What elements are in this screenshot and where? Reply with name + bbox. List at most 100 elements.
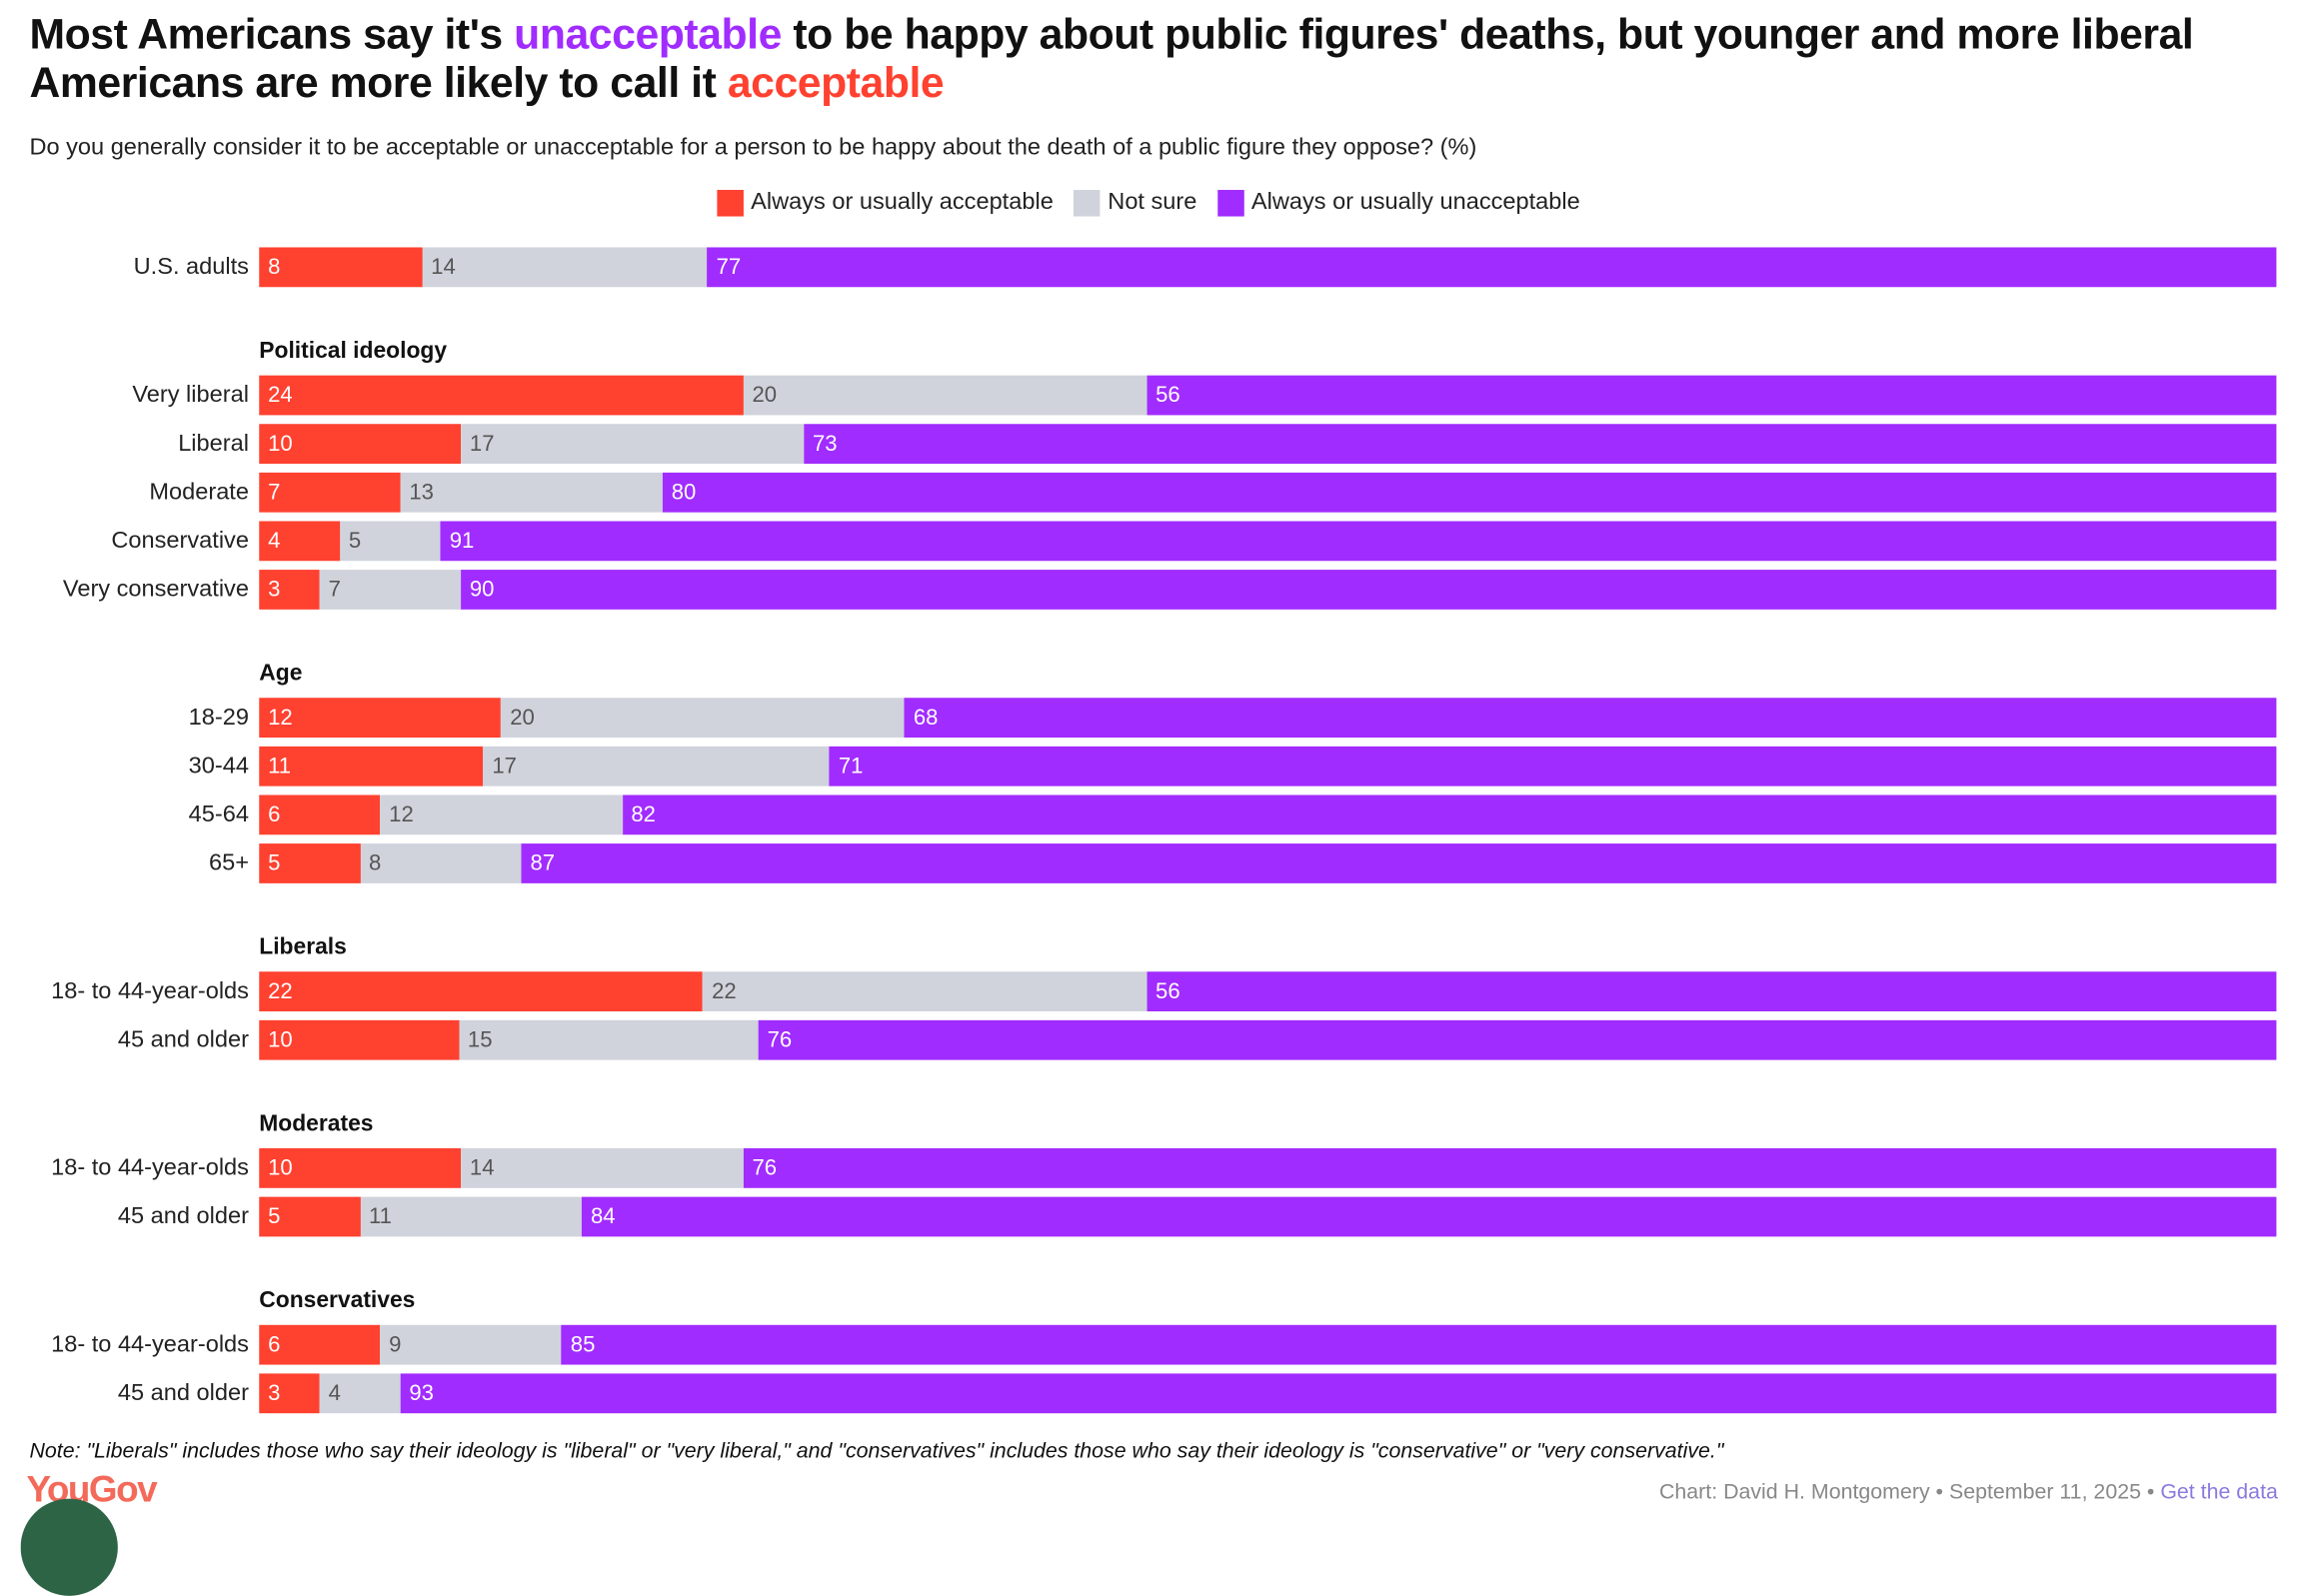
bar-segment-acceptable: 10 — [259, 424, 462, 465]
stacked-bar: 10 14 76 — [259, 1148, 2277, 1188]
bar-row: Conservative 4 5 91 — [0, 521, 2297, 562]
data-label: 14 — [469, 1155, 495, 1181]
data-label: 82 — [631, 801, 656, 827]
row-label: 45 and older — [117, 1380, 249, 1406]
get-the-data-link[interactable]: Get the data — [2160, 1480, 2278, 1505]
bar-segment-unacceptable: 77 — [707, 247, 2277, 288]
bar-segment-unacceptable: 85 — [561, 1324, 2277, 1365]
data-label: 87 — [530, 850, 556, 876]
stacked-bar: 24 20 56 — [259, 375, 2277, 416]
bar-segment-unacceptable: 93 — [400, 1373, 2277, 1414]
bar-segment-not-sure: 20 — [743, 375, 1148, 416]
bar-row: U.S. adults 8 14 77 — [0, 247, 2297, 288]
title-highlight-acceptable: acceptable — [727, 60, 945, 108]
data-label: 73 — [812, 431, 838, 457]
bar-segment-unacceptable: 56 — [1147, 375, 2277, 416]
legend-item-not-sure: Not sure — [1074, 190, 1196, 217]
row-label: 65+ — [208, 849, 249, 875]
data-label: 22 — [712, 978, 737, 1004]
data-label: 56 — [1155, 383, 1180, 409]
data-label: 11 — [369, 1203, 392, 1230]
data-label: 80 — [671, 480, 697, 506]
bar-segment-not-sure: 8 — [360, 843, 522, 883]
row-label: Conservative — [111, 528, 249, 554]
stacked-bar: 3 4 93 — [259, 1373, 2277, 1414]
bar-segment-not-sure: 22 — [703, 971, 1148, 1012]
bar-segment-not-sure: 4 — [319, 1373, 401, 1414]
stacked-bar-chart: U.S. adults 8 14 77 Political ideology Very l… — [0, 247, 2297, 1422]
legend-label: Always or usually acceptable — [751, 190, 1054, 216]
bar-segment-not-sure: 15 — [459, 1019, 759, 1060]
stacked-bar: 3 7 90 — [259, 570, 2277, 610]
chart-subtitle: Do you generally consider it to be accep… — [29, 135, 1477, 161]
bar-segment-not-sure: 17 — [483, 746, 831, 787]
data-label: 4 — [268, 528, 281, 554]
group-header: Age — [259, 661, 303, 687]
bar-segment-unacceptable: 84 — [582, 1196, 2277, 1237]
bar-segment-not-sure: 14 — [461, 1148, 744, 1188]
data-label: 5 — [268, 1203, 281, 1230]
row-label: 45-64 — [188, 801, 249, 827]
floating-action-button[interactable] — [20, 1498, 118, 1596]
bar-segment-acceptable: 4 — [259, 521, 340, 562]
bar-segment-acceptable: 10 — [259, 1019, 460, 1060]
stacked-bar: 5 11 84 — [259, 1196, 2277, 1237]
bar-segment-unacceptable: 91 — [440, 521, 2277, 562]
bar-segment-acceptable: 11 — [259, 746, 484, 787]
row-label: 30-44 — [188, 753, 249, 779]
data-label: 5 — [348, 528, 362, 554]
bar-segment-not-sure: 13 — [400, 472, 663, 513]
bar-segment-unacceptable: 56 — [1147, 971, 2277, 1012]
bar-group: Liberals 18- to 44-year-olds 22 22 56 45 and … — [0, 934, 2297, 1060]
data-label: 71 — [838, 754, 864, 780]
bar-group: Moderates 18- to 44-year-olds 10 14 76 45 and… — [0, 1111, 2297, 1237]
bar-segment-not-sure: 7 — [319, 570, 462, 610]
title-text: Most Americans say it's — [29, 11, 515, 59]
bar-segment-unacceptable: 90 — [461, 570, 2277, 610]
stacked-bar: 22 22 56 — [259, 971, 2277, 1012]
data-label: 68 — [913, 705, 939, 731]
bar-segment-acceptable: 6 — [259, 1324, 381, 1365]
chart-page: Most Americans say it's unacceptable to … — [0, 11, 2297, 1596]
data-label: 22 — [268, 978, 293, 1004]
bar-group: U.S. adults 8 14 77 — [0, 247, 2297, 288]
data-label: 5 — [268, 850, 281, 876]
row-label: 18- to 44-year-olds — [51, 977, 249, 1003]
bar-row: 45 and older 5 11 84 — [0, 1196, 2297, 1237]
bar-row: 45 and older 10 15 76 — [0, 1019, 2297, 1060]
data-label: 17 — [469, 431, 495, 457]
row-label: Very conservative — [62, 576, 249, 602]
chart-credit: Chart: David H. Montgomery • September 1… — [1659, 1481, 2278, 1505]
bar-row: 45 and older 3 4 93 — [0, 1373, 2297, 1414]
data-label: 14 — [431, 254, 456, 280]
bar-row: Very conservative 3 7 90 — [0, 570, 2297, 610]
group-header: Political ideology — [259, 338, 448, 364]
legend-label: Always or usually unacceptable — [1250, 190, 1580, 216]
stacked-bar: 10 15 76 — [259, 1019, 2277, 1060]
bar-segment-not-sure: 9 — [380, 1324, 562, 1365]
bar-row: 30-44 11 17 71 — [0, 746, 2297, 787]
row-label: 18- to 44-year-olds — [51, 1331, 249, 1357]
data-label: 20 — [510, 705, 535, 731]
row-label: 18- to 44-year-olds — [51, 1154, 249, 1180]
data-label: 11 — [268, 754, 292, 780]
stacked-bar: 11 17 71 — [259, 746, 2277, 787]
bar-segment-not-sure: 17 — [461, 424, 805, 465]
data-label: 3 — [268, 577, 281, 603]
stacked-bar: 12 20 68 — [259, 698, 2277, 739]
data-label: 13 — [409, 480, 434, 506]
data-label: 85 — [570, 1332, 596, 1358]
legend: Always or usually acceptable Not sure Al… — [0, 190, 2297, 217]
bar-segment-acceptable: 7 — [259, 472, 401, 513]
data-label: 6 — [268, 1332, 281, 1358]
bar-segment-acceptable: 22 — [259, 971, 704, 1012]
bar-segment-acceptable: 8 — [259, 247, 423, 288]
bar-row: Very liberal 24 20 56 — [0, 375, 2297, 416]
bar-row: 18- to 44-year-olds 22 22 56 — [0, 971, 2297, 1012]
group-header: Liberals — [259, 934, 347, 960]
bar-segment-not-sure: 5 — [339, 521, 441, 562]
legend-item-unacceptable: Always or usually unacceptable — [1217, 190, 1580, 217]
legend-swatch — [1217, 190, 1244, 217]
stacked-bar: 10 17 73 — [259, 424, 2277, 465]
bar-segment-unacceptable: 71 — [830, 746, 2277, 787]
